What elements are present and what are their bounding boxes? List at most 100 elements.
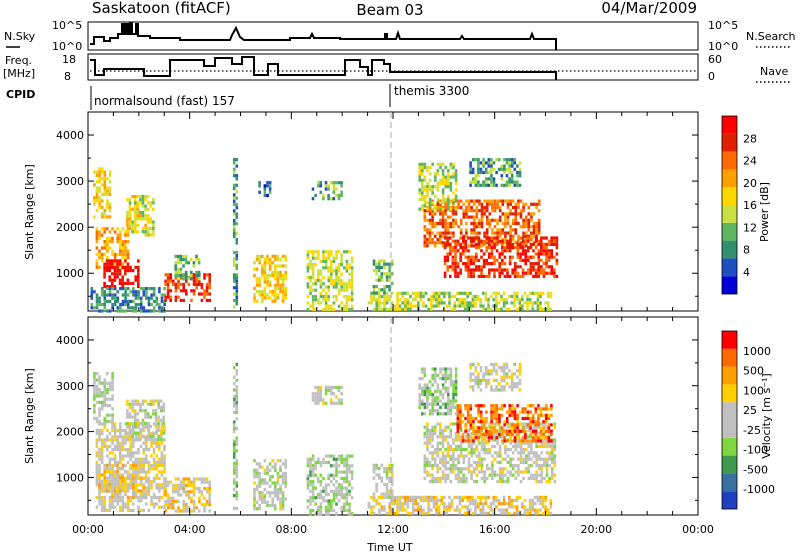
power-echo-cell: [511, 221, 515, 226]
velocity-echo-cell: [261, 465, 264, 469]
velocity-echo-cell: [340, 489, 343, 493]
velocity-echo-cell: [166, 496, 170, 500]
velocity-echo-cell: [232, 452, 236, 456]
power-echo-cell: [469, 304, 472, 308]
velocity-echo-cell: [524, 436, 527, 440]
power-echo-cell: [448, 301, 451, 305]
power-echo-cell: [439, 162, 442, 166]
power-echo-cell: [182, 282, 185, 286]
power-echo-cell: [547, 258, 551, 262]
velocity-echo-cell: [431, 480, 434, 484]
power-echo-cell: [345, 282, 349, 286]
power-echo-cell: [475, 225, 479, 229]
power-echo-cell: [340, 256, 343, 260]
power-echo-cell: [555, 242, 559, 246]
power-echo-cell: [146, 226, 150, 231]
velocity-echo-cell: [132, 486, 135, 490]
power-echo-cell: [437, 301, 441, 305]
power-echo-cell: [103, 212, 107, 216]
velocity-echo-cell: [121, 466, 125, 471]
velocity-echo-cell: [477, 439, 480, 443]
velocity-echo-cell: [232, 439, 236, 443]
power-echo-cell: [502, 298, 506, 302]
velocity-echo-cell: [154, 425, 158, 429]
velocity-echo-cell: [146, 425, 150, 429]
power-echo-cell: [491, 209, 494, 213]
power-echo-cell: [492, 298, 495, 302]
power-echo-cell: [166, 276, 170, 280]
power-echo-cell: [441, 197, 445, 202]
velocity-echo-cell: [139, 460, 143, 464]
velocity-echo-cell: [537, 432, 541, 436]
velocity-echo-cell: [232, 487, 236, 491]
velocity-echo-cell: [150, 464, 153, 468]
velocity-echo-cell: [93, 404, 96, 408]
power-echo-cell: [454, 188, 458, 192]
power-echo-cell: [555, 262, 559, 266]
power-echo-cell: [147, 309, 151, 313]
power-echo-cell: [111, 278, 114, 282]
power-echo-cell: [340, 253, 343, 257]
power-echo-cell: [383, 294, 386, 299]
velocity-echo-cell: [390, 482, 394, 487]
velocity-echo-cell: [456, 404, 460, 408]
power-echo-cell: [428, 231, 432, 235]
velocity-echo-cell: [111, 422, 114, 426]
power-echo-cell: [498, 234, 502, 238]
velocity-echo-cell: [274, 465, 277, 469]
power-echo-cell: [390, 259, 394, 263]
velocity-echo-cell: [426, 441, 429, 445]
power-echo-cell: [472, 274, 475, 278]
power-echo-cell: [200, 298, 204, 302]
velocity-echo-cell: [502, 495, 506, 499]
velocity-echo-cell: [281, 491, 285, 495]
velocity-echo-cell: [139, 402, 142, 406]
power-echo-cell: [235, 286, 239, 290]
power-echo-cell: [375, 272, 378, 276]
velocity-echo-cell: [142, 508, 145, 512]
velocity-echo-cell: [426, 464, 429, 468]
power-echo-cell: [108, 236, 112, 240]
velocity-echo-cell: [113, 438, 117, 442]
power-echo-cell: [106, 205, 109, 209]
velocity-echo-cell: [537, 420, 540, 424]
velocity-echo-cell: [155, 467, 158, 471]
power-echo-cell: [449, 175, 453, 179]
power-echo-cell: [160, 299, 164, 303]
power-echo-cell: [498, 239, 501, 243]
power-echo-cell: [414, 291, 417, 295]
velocity-echo-cell: [501, 473, 505, 477]
velocity-echo-cell: [472, 480, 476, 484]
velocity-echo-cell: [522, 470, 525, 474]
velocity-echo-cell: [498, 413, 501, 417]
power-echo-cell: [192, 261, 196, 265]
power-echo-cell: [459, 221, 463, 226]
power-echo-cell: [482, 258, 486, 262]
power-echo-cell: [177, 286, 180, 290]
velocity-echo-cell: [232, 398, 236, 402]
power-echo-cell: [377, 259, 381, 263]
power-echo-cell: [454, 212, 458, 216]
velocity-echo-cell: [232, 442, 236, 446]
velocity-echo-cell: [495, 420, 499, 424]
velocity-echo-cell: [266, 500, 269, 504]
velocity-echo-cell: [383, 508, 386, 512]
velocity-echo-cell: [543, 441, 546, 445]
velocity-echo-cell: [543, 460, 546, 464]
velocity-echo-cell: [329, 392, 333, 396]
power-echo-cell: [372, 259, 376, 263]
velocity-echo-cell: [439, 448, 442, 452]
velocity-echo-cell: [492, 511, 495, 515]
power-echo-cell: [479, 301, 482, 305]
velocity-echo-cell: [306, 480, 310, 484]
power-echo-cell: [439, 207, 442, 211]
velocity-echo-cell: [479, 495, 482, 499]
velocity-echo-cell: [541, 495, 545, 499]
power-echo-cell: [430, 307, 433, 311]
power-echo-cell: [274, 270, 277, 274]
velocity-echo-cell: [456, 426, 460, 430]
power-echo-cell: [555, 246, 559, 250]
velocity-echo-cell: [490, 423, 493, 427]
power-echo-cell: [436, 181, 440, 186]
velocity-echo-cell: [95, 394, 99, 398]
